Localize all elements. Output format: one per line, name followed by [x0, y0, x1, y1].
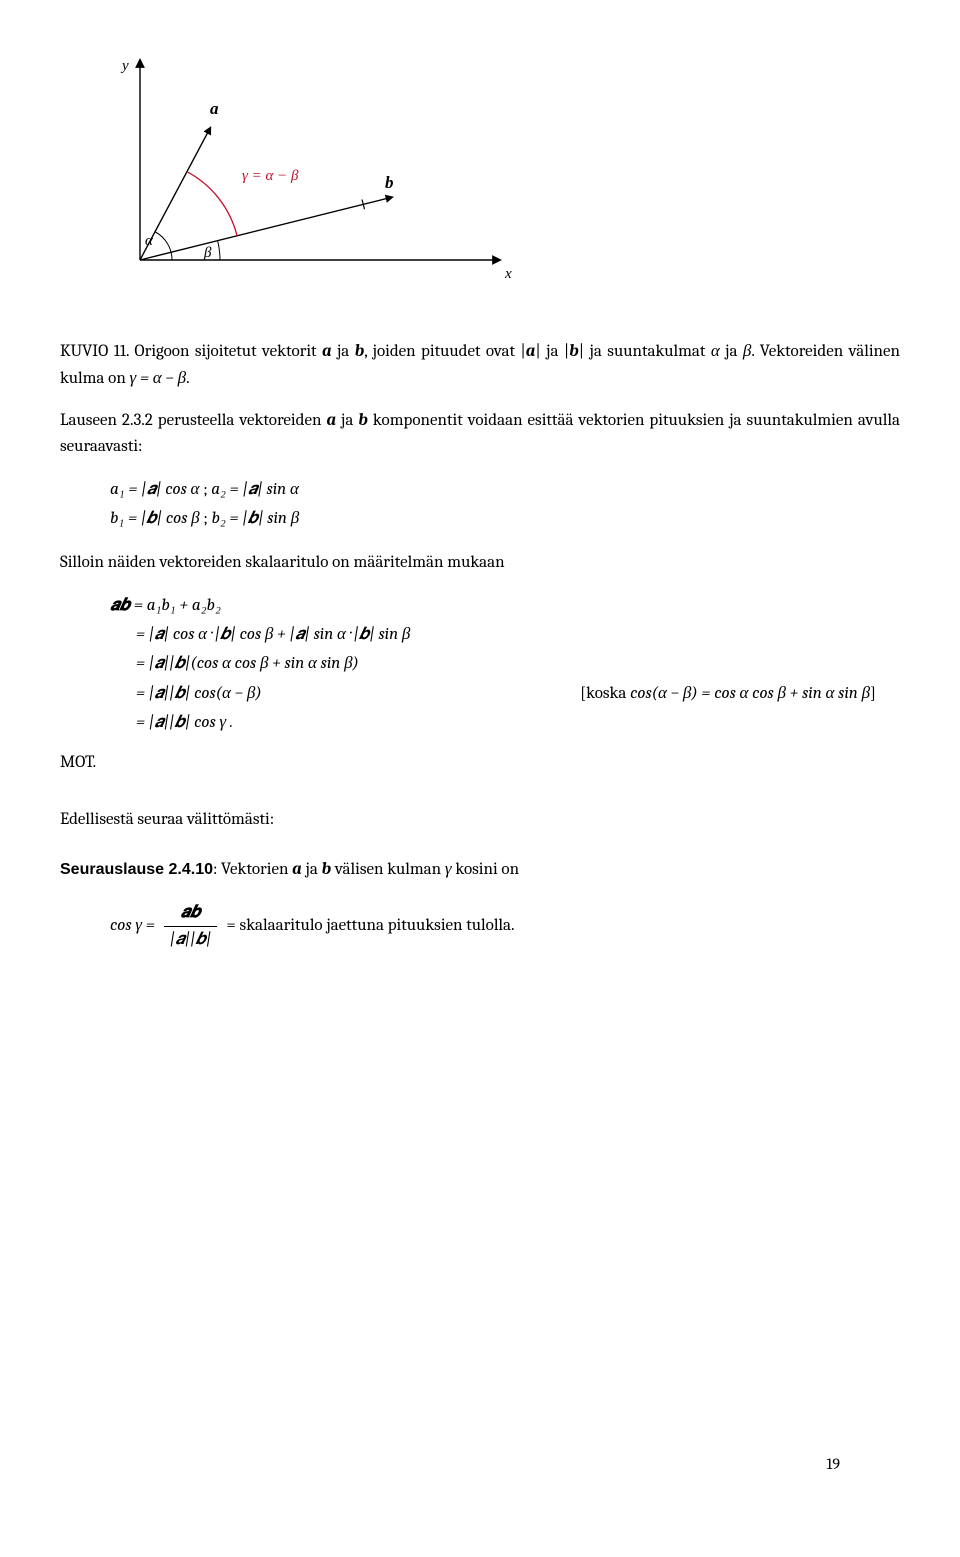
y-axis-label: y — [120, 58, 129, 74]
corollary: Seurauslause 2.4.10: Vektorien a ja b vä… — [60, 857, 900, 883]
para-components: Lauseen 2.3.2 perusteella vektoreiden a … — [60, 408, 900, 461]
cos-formula: cos γ = 𝒂𝒃 |𝒂||𝒃| = skalaaritulo jaettun… — [110, 900, 900, 954]
proof-line-4: = |𝒂||𝒃| cos(α − β) [koska cos(α − β) = … — [110, 681, 876, 707]
vector-diagram: x y a b α β γ = α − β — [70, 50, 900, 309]
vec-a-ref: a — [322, 342, 332, 361]
eq-a-components: a₁ = |𝒂| cos α ; a₂ = |𝒂| sin α — [110, 477, 900, 503]
proof-line-1: 𝒂𝒃 = a₁b₁ + a₂b₂ — [110, 593, 900, 619]
proof-line-5: = |𝒂||𝒃| cos γ . — [110, 710, 900, 736]
para-consequence: Edellisestä seuraa välittömästi: — [60, 807, 900, 833]
component-equations: a₁ = |𝒂| cos α ; a₂ = |𝒂| sin α b₁ = |𝒃|… — [110, 477, 900, 533]
proof-line-3: = |𝒂||𝒃|(cos α cos β + sin α sin β) — [110, 651, 900, 677]
formula-lhs: cos γ = — [110, 913, 155, 939]
x-axis-label: x — [504, 266, 512, 282]
proof-line-2: = |𝒂| cos α · |𝒃| cos β + |𝒂| sin α · |𝒃… — [110, 622, 900, 648]
formula-fraction: 𝒂𝒃 |𝒂||𝒃| — [164, 900, 218, 954]
corollary-label: Seurauslause 2.4.10 — [60, 861, 213, 878]
arc-beta — [218, 241, 220, 260]
formula-rhs: = skalaaritulo jaettuna pituuksien tulol… — [226, 913, 514, 939]
gamma-eq: γ = α − β — [130, 369, 187, 388]
vector-b-label: b — [385, 173, 394, 192]
vec-b-ref: b — [355, 342, 365, 361]
mot: MOT. — [60, 750, 900, 776]
eq-b-components: b₁ = |𝒃| cos β ; b₂ = |𝒃| sin β — [110, 506, 900, 532]
vector-b — [140, 197, 392, 260]
proof-note: [koska cos(α − β) = cos α cos β + sin α … — [580, 681, 876, 707]
alpha-label: α — [145, 233, 154, 249]
page-number: 19 — [827, 1452, 840, 1477]
vector-a-label: a — [210, 99, 219, 118]
para-scalar-product: Silloin näiden vektoreiden skalaaritulo … — [60, 550, 900, 576]
arc-gamma — [187, 172, 237, 236]
beta-label: β — [203, 245, 212, 261]
proof-block: 𝒂𝒃 = a₁b₁ + a₂b₂ = |𝒂| cos α · |𝒃| cos β… — [110, 593, 900, 737]
figure-caption: KUVIO 11. Origoon sijoitetut vektorit a … — [60, 339, 900, 392]
gamma-label: γ = α − β — [242, 168, 299, 184]
caption-prefix: KUVIO 11. — [60, 342, 129, 361]
